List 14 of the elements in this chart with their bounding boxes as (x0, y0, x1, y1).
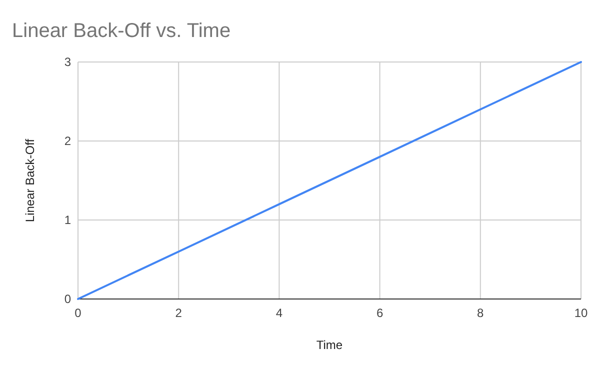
x-tick-label: 2 (175, 306, 182, 320)
y-tick-label: 1 (64, 213, 72, 227)
x-tick-label: 10 (574, 306, 588, 320)
y-axis-title: Linear Back-Off (23, 138, 37, 222)
x-axis-title: Time (316, 338, 343, 352)
y-tick-label: 3 (64, 55, 72, 69)
x-tick-label: 0 (74, 306, 82, 320)
y-tick-label: 0 (64, 292, 72, 306)
x-tick-label: 6 (376, 306, 384, 320)
line-series (77, 61, 582, 300)
x-tick-label: 8 (477, 306, 484, 320)
x-tick-label: 4 (276, 306, 283, 320)
y-tick-label: 2 (64, 134, 72, 148)
chart-title: Linear Back-Off vs. Time (12, 20, 231, 42)
